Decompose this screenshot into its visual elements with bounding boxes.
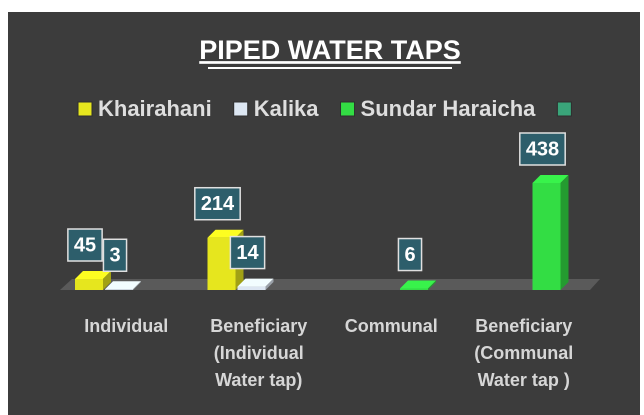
x-tick-label: Individual (84, 316, 169, 336)
data-label: 14 (236, 242, 259, 264)
data-label-box (397, 237, 423, 272)
bar-top (532, 175, 569, 183)
x-tick-label: Communal (344, 316, 438, 336)
bar-front (75, 279, 103, 290)
bar (237, 278, 274, 290)
bar-front (237, 286, 266, 290)
data-label: 3 (109, 245, 120, 267)
legend-label: Kalika (254, 96, 320, 121)
x-tick-label: Beneficiary (Individual Water tap) (210, 316, 308, 390)
bar (105, 281, 141, 290)
chart-title: PIPED WATER TAPS (199, 35, 461, 65)
legend-marker (233, 101, 249, 117)
legend-marker (77, 101, 93, 117)
data-label-box (229, 235, 266, 270)
legend-label: Sundar Haraicha (361, 96, 537, 121)
legend-marker (556, 101, 572, 117)
floor (60, 279, 600, 290)
data-label: 438 (526, 138, 559, 160)
bar-side (265, 278, 274, 290)
data-label-box (67, 228, 103, 262)
data-label-box (519, 132, 566, 166)
bar-top (75, 271, 111, 280)
bar-front (532, 183, 561, 290)
bar (400, 280, 436, 290)
x-tick-label: Beneficiary (Communal Water tap ) (474, 316, 574, 390)
bar-top (237, 278, 274, 287)
bar (75, 271, 111, 290)
bar-side (133, 281, 141, 290)
bar-top (400, 280, 436, 289)
bar-front (105, 289, 133, 290)
data-label: 214 (201, 193, 235, 215)
data-label-box (194, 186, 241, 221)
legend-marker (340, 101, 356, 117)
data-label-box (102, 238, 128, 273)
bar-side (428, 280, 436, 290)
bar-side (560, 175, 569, 290)
bar-front (400, 288, 428, 290)
bar (532, 175, 569, 290)
bar-top (207, 229, 244, 238)
data-label: 6 (404, 244, 415, 266)
data-label: 45 (74, 234, 96, 256)
legend-label: Khairahani (98, 96, 212, 121)
bar-side (103, 271, 111, 290)
bar-top (105, 281, 141, 290)
